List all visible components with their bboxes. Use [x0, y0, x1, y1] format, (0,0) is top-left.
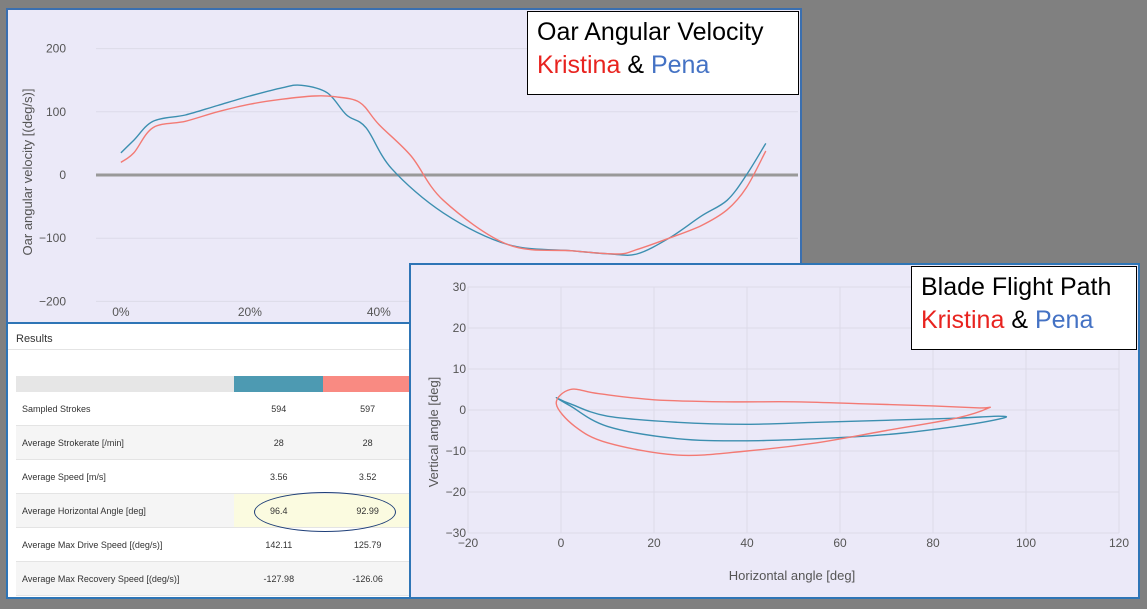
velocity-name-b: Pena — [650, 51, 710, 79]
path-title: Blade Flight Path — [921, 271, 1127, 304]
row-value-kristina: 28 — [323, 425, 412, 460]
row-label: Average Max Recovery Speed [(deg/s)] — [16, 561, 235, 596]
row-value-kristina: 597 — [323, 392, 412, 426]
header-spacer — [16, 376, 235, 392]
header-pena-color — [234, 376, 324, 392]
x-tick-label: 120 — [1109, 536, 1129, 550]
y-tick-label: 0 — [59, 168, 66, 182]
row-label: Sampled Strokes — [16, 392, 235, 426]
highlight-ellipse — [254, 492, 396, 532]
path-ylabel: Vertical angle [deg] — [426, 377, 441, 488]
row-value-pena: 594 — [234, 392, 324, 426]
x-tick-label: 80 — [926, 536, 940, 550]
x-tick-label: 60 — [833, 536, 847, 550]
row-value-pena: 28 — [234, 425, 324, 460]
y-tick-label: −30 — [446, 526, 467, 540]
series-line-kristina — [120, 95, 767, 255]
velocity-panel: 200 100 0 −100 −200 0% 20% 40% Oar angular velo… — [6, 8, 802, 328]
y-tick-label: −10 — [446, 444, 467, 458]
path-xlabel: Horizontal angle [deg] — [729, 568, 855, 583]
row-label: Average Max Drive Speed [(deg/s)] — [16, 527, 235, 562]
row-value-pena: 142.11 — [234, 527, 324, 562]
velocity-title: Oar Angular Velocity — [537, 16, 789, 49]
y-tick-label: 10 — [453, 362, 467, 376]
row-label: Average Speed [m/s] — [16, 459, 235, 494]
y-tick-label: 20 — [453, 321, 467, 335]
path-panel: 30 20 10 0 −10 −20 −30 −20 0 20 40 60 80 100 120 Horiz… — [409, 263, 1140, 599]
row-value-kristina: 125.79 — [323, 527, 412, 562]
y-tick-label: 0 — [459, 403, 466, 417]
x-tick-label: 100 — [1016, 536, 1036, 550]
results-panel: Results Sampled Strokes 594 597 Average Str… — [6, 322, 414, 599]
y-tick-label: −20 — [446, 485, 467, 499]
velocity-title-text: Oar Angular Velocity — [537, 18, 764, 46]
path-name-a: Kristina — [921, 306, 1005, 334]
x-tick-label: 40% — [367, 305, 391, 319]
row-label: Average Strokerate [/min] — [16, 425, 235, 460]
table-row: Average Max Drive Speed [(deg/s)] 142.11 1… — [16, 527, 412, 562]
x-tick-label: 0% — [112, 305, 130, 319]
velocity-amp: & — [627, 51, 645, 79]
row-value-pena: -127.98 — [234, 561, 324, 596]
table-row: Sampled Strokes 594 597 — [16, 392, 412, 426]
row-value-kristina: -126.06 — [323, 561, 412, 596]
path-title-text: Blade Flight Path — [921, 273, 1112, 301]
results-color-header — [16, 376, 412, 392]
path-subtitle: Kristina & Pena — [921, 304, 1127, 337]
row-label: Average Horizontal Angle [deg] — [16, 493, 235, 528]
header-kristina-color — [323, 376, 412, 392]
x-tick-label: −20 — [458, 536, 479, 550]
series-loop-kristina — [555, 388, 991, 457]
row-value-pena: 3.56 — [234, 459, 324, 494]
velocity-name-a: Kristina — [537, 51, 621, 79]
y-tick-label: −100 — [39, 231, 66, 245]
row-value-kristina: 3.52 — [323, 459, 412, 494]
velocity-title-box: Oar Angular Velocity Kristina & Pena — [527, 11, 799, 95]
path-amp: & — [1011, 306, 1029, 334]
x-tick-label: 20% — [238, 305, 262, 319]
y-tick-label: 30 — [453, 280, 467, 294]
results-heading: Results — [8, 324, 412, 350]
x-tick-label: 40 — [740, 536, 754, 550]
x-tick-label: 20 — [647, 536, 661, 550]
path-name-b: Pena — [1034, 306, 1094, 334]
y-tick-label: −200 — [39, 294, 66, 308]
results-table: Sampled Strokes 594 597 Average Strokerate … — [16, 376, 412, 596]
velocity-subtitle: Kristina & Pena — [537, 49, 789, 82]
table-row: Average Max Recovery Speed [(deg/s)] -127… — [16, 561, 412, 596]
series-loop-pena — [555, 396, 1008, 442]
velocity-ylabel: Oar angular velocity [(deg/s)] — [20, 89, 35, 256]
table-row: Average Speed [m/s] 3.56 3.52 — [16, 459, 412, 494]
y-tick-label: 100 — [46, 105, 66, 119]
x-tick-label: 0 — [558, 536, 565, 550]
table-row: Average Horizontal Angle [deg] 96.4 92.99 — [16, 493, 412, 528]
table-row: Average Strokerate [/min] 28 28 — [16, 425, 412, 460]
path-title-box: Blade Flight Path Kristina & Pena — [911, 266, 1137, 350]
series-line-pena — [120, 84, 767, 256]
y-tick-label: 200 — [46, 42, 66, 56]
